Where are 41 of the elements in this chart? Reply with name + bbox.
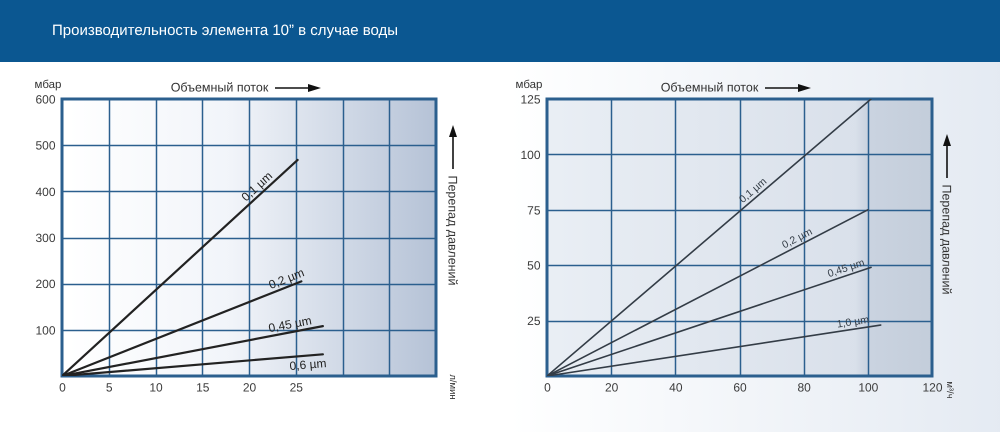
text: 0,2 µm xyxy=(780,226,815,252)
x-tick-label: 20 xyxy=(242,380,256,394)
text: мбар xyxy=(34,79,62,91)
y-axis-title: Перепад давлений xyxy=(446,175,460,286)
y-tick-label: 600 xyxy=(35,92,56,106)
x-tick-label: 15 xyxy=(196,380,210,394)
y-tick-label: 25 xyxy=(527,314,541,328)
text: 1,0 µm xyxy=(836,314,870,331)
series-label: 0,6 µm xyxy=(288,356,327,374)
x-tick-label: 100 xyxy=(858,380,879,394)
x-tick-label: 10 xyxy=(149,380,163,394)
text: 0,2 µm xyxy=(266,265,306,292)
x-tick-label: 80 xyxy=(797,380,812,394)
chart-title: Производительность элемента 10” в случае воды xyxy=(52,22,398,39)
text: л/мин xyxy=(447,374,458,400)
x-axis-title: Объемный поток xyxy=(170,80,269,94)
y-axis-title: Перепад давлений xyxy=(940,184,954,295)
y-tick-label: 75 xyxy=(527,203,541,218)
y-tick-label: 50 xyxy=(527,258,541,273)
x-tick-label: 0 xyxy=(544,380,552,394)
y-tick-label: 300 xyxy=(35,231,56,245)
y-tick-label: 500 xyxy=(35,138,56,153)
x-tick-label: 40 xyxy=(669,380,683,394)
text: 0,45 µm xyxy=(267,313,313,336)
x-tick-label: 120 xyxy=(922,380,943,394)
x-tick-label: 60 xyxy=(733,380,747,394)
text: мбар xyxy=(516,79,542,91)
y-tick-label: 125 xyxy=(520,92,541,106)
text: 0,45 µm xyxy=(826,256,866,280)
text: м³/ч xyxy=(944,381,955,399)
text: 0,1 µm xyxy=(238,168,276,204)
y-tick-label: 400 xyxy=(35,184,56,199)
x-axis-title: Объемный поток xyxy=(660,80,759,94)
x-tick-label: 0 xyxy=(59,380,66,394)
text: 0,1 µm xyxy=(736,175,770,206)
x-tick-label: 20 xyxy=(604,380,619,394)
y-tick-label: 100 xyxy=(35,323,56,338)
x-tick-label: 25 xyxy=(290,380,304,394)
y-tick-label: 200 xyxy=(35,277,56,292)
y-tick-label: 100 xyxy=(520,148,541,162)
x-tick-label: 5 xyxy=(106,380,113,394)
